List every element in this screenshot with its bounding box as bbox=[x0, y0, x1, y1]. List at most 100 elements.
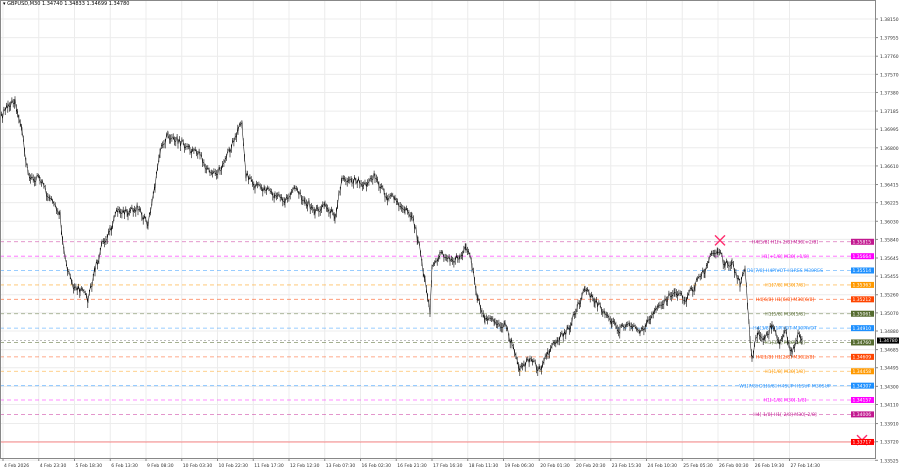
current-price-label: 1.34780 bbox=[879, 338, 898, 344]
y-tick-label: 1.36610 bbox=[880, 164, 899, 170]
y-tick-label: 1.34880 bbox=[880, 329, 899, 335]
price-tag bbox=[851, 382, 874, 389]
grid bbox=[0, 0, 875, 461]
y-tick-label: 1.33525 bbox=[880, 458, 899, 464]
y-tick-label: 1.33910 bbox=[880, 422, 899, 428]
close-line bbox=[0, 99, 803, 372]
price-tag-label: 1.34458 bbox=[853, 369, 872, 375]
level-label: H4[-1/8] H1[-2/8] M30[-2/8] bbox=[753, 412, 817, 418]
x-tick-label: 20 Feb 01:30 bbox=[540, 463, 570, 469]
cross-marker bbox=[714, 234, 726, 246]
price-tag-label: 1.33717 bbox=[853, 440, 872, 446]
price-tag bbox=[851, 296, 874, 303]
y-tick-label: 1.34300 bbox=[880, 384, 899, 390]
price-tag-label: 1.35664 bbox=[853, 254, 872, 260]
y-tick-label: 1.35070 bbox=[880, 311, 899, 317]
x-tick-label: 19 Feb 06:30 bbox=[505, 463, 535, 469]
price-tag bbox=[851, 396, 874, 403]
price-tag bbox=[851, 325, 874, 332]
price-tag-label: 1.35061 bbox=[853, 311, 872, 317]
y-tick-label: 1.33720 bbox=[880, 440, 899, 446]
y-tick-label: 1.36995 bbox=[880, 127, 899, 133]
level-label: H1[5/8] M30[5/8] bbox=[765, 311, 805, 317]
price-tag bbox=[851, 353, 874, 360]
price-tag-label: 1.35815 bbox=[853, 239, 872, 245]
price-tag-label: 1.34760 bbox=[853, 340, 872, 346]
y-tick-label: 1.36800 bbox=[880, 146, 899, 152]
x-tick-label: 4 Feb 2026 bbox=[4, 463, 29, 469]
x-tick-label: 23 Feb 15:30 bbox=[612, 463, 642, 469]
level-label: H1[3/8] M30[3/8] bbox=[765, 340, 805, 346]
y-tick-label: 1.35645 bbox=[880, 256, 899, 262]
y-tick-label: 1.36225 bbox=[880, 201, 899, 207]
y-tick-label: 1.36415 bbox=[880, 183, 899, 189]
x-tick-label: 13 Feb 07:30 bbox=[326, 463, 356, 469]
time-axis[interactable]: 4 Feb 2026 4 Feb 23:30 5 Feb 18:30 6 Feb 13… bbox=[2, 458, 821, 469]
x-tick-label: 16 Feb 02:30 bbox=[362, 463, 392, 469]
y-tick-label: 1.37185 bbox=[880, 109, 899, 115]
y-tick-label: 1.34685 bbox=[880, 348, 899, 354]
y-tick-label: 1.34495 bbox=[880, 366, 899, 372]
level-label: H1[7/8] M30[7/8] bbox=[765, 283, 805, 289]
level-label: H4[6/8] H1[6/8] M30[6/8] bbox=[756, 297, 815, 303]
price-tag bbox=[851, 310, 874, 317]
level-label: D1[7/8] H4PIVOT H1RES M30RES bbox=[747, 268, 823, 274]
x-tick-label: 5 Feb 18:30 bbox=[76, 463, 103, 469]
level-label: W1[7/8] D1[6/8] H4SUP H1SUP M30SUP bbox=[739, 383, 831, 389]
y-tick-label: 1.37955 bbox=[880, 36, 899, 42]
level-label: H4[1/8] H1[2/8] M30[2/8] bbox=[756, 354, 815, 360]
price-tag-label: 1.34006 bbox=[853, 412, 872, 418]
cross-stroke bbox=[714, 234, 726, 246]
x-tick-label: 10 Feb 03:30 bbox=[183, 463, 213, 469]
price-axis[interactable]: 1.38150 1.37955 1.37760 1.37570 1.37380 1.371… bbox=[875, 17, 899, 464]
current-price-tag bbox=[877, 337, 899, 344]
y-tick-label: 1.37760 bbox=[880, 54, 899, 60]
symbol-ohlc: GBPUSD,M30 1.34740 1.34833 1.34699 1.347… bbox=[7, 1, 130, 7]
price-tag-label: 1.34157 bbox=[853, 398, 872, 404]
level-label: H4[5/8] H1[+2/8] M30[+2/8] bbox=[752, 239, 818, 245]
x-tick-label: 4 Feb 23:30 bbox=[40, 463, 67, 469]
x-tick-label: 20 Feb 20:30 bbox=[576, 463, 606, 469]
price-tag bbox=[851, 238, 874, 245]
level-label: H1[1/8] M30[1/8] bbox=[765, 369, 805, 375]
y-tick-label: 1.38150 bbox=[880, 17, 899, 23]
price-tag-label: 1.34910 bbox=[853, 326, 872, 332]
triangle-down-icon[interactable]: ▾ bbox=[3, 1, 6, 7]
price-tag bbox=[851, 438, 874, 445]
x-tick-label: 16 Feb 21:30 bbox=[397, 463, 427, 469]
x-tick-label: 17 Feb 16:30 bbox=[433, 463, 463, 469]
price-tag bbox=[851, 253, 874, 260]
price-tag bbox=[851, 267, 874, 274]
x-tick-label: 12 Feb 12:30 bbox=[290, 463, 320, 469]
y-tick-label: 1.34110 bbox=[880, 402, 899, 408]
y-tick-label: 1.35840 bbox=[880, 237, 899, 243]
y-tick-label: 1.36030 bbox=[880, 219, 899, 225]
price-tag-label: 1.35363 bbox=[853, 283, 872, 289]
x-tick-label: 6 Feb 13:30 bbox=[111, 463, 138, 469]
level-label: H1[-1/8] M30[-1/8] bbox=[764, 398, 807, 404]
x-tick-label: 18 Feb 11:30 bbox=[469, 463, 499, 469]
level-label: H1[+1/8] M30[+1/8] bbox=[761, 254, 809, 260]
price-tag bbox=[851, 368, 874, 375]
y-tick-label: 1.37380 bbox=[880, 90, 899, 96]
level-price-tags: 1.35815 1.35664 1.35514 1.35363 1.35212 1.350… bbox=[851, 238, 874, 446]
price-tag-label: 1.35212 bbox=[853, 297, 872, 303]
plot-border bbox=[0, 0, 876, 459]
price-tag-label: 1.35514 bbox=[853, 268, 872, 274]
chart-title: ▾ GBPUSD,M30 1.34740 1.34833 1.34699 1.3… bbox=[3, 1, 129, 7]
y-tick-label: 1.37570 bbox=[880, 72, 899, 78]
x-tick-label: 27 Feb 14:30 bbox=[791, 463, 821, 469]
x-tick-label: 10 Feb 22:30 bbox=[219, 463, 249, 469]
y-tick-label: 1.35260 bbox=[880, 293, 899, 299]
x-tick-label: 25 Feb 05:30 bbox=[683, 463, 713, 469]
x-tick-label: 24 Feb 10:30 bbox=[648, 463, 678, 469]
x-tick-label: 9 Feb 08:30 bbox=[147, 463, 174, 469]
price-tag-label: 1.34307 bbox=[853, 383, 872, 389]
x-tick-label: 26 Feb 00:30 bbox=[719, 463, 749, 469]
price-tag bbox=[851, 281, 874, 288]
price-series bbox=[0, 96, 803, 377]
price-tag bbox=[851, 339, 874, 346]
y-tick-label: 1.35455 bbox=[880, 274, 899, 280]
price-tag bbox=[851, 411, 874, 418]
